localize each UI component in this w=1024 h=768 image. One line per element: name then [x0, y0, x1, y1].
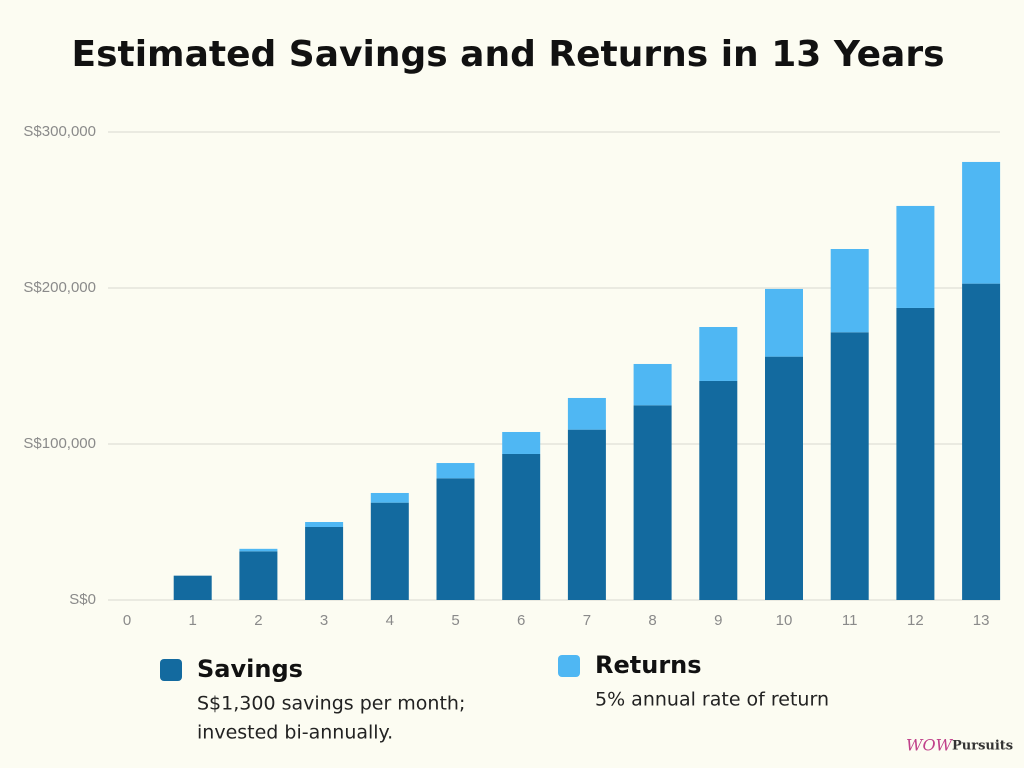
bar-segment	[765, 356, 803, 600]
y-tick-label: S$100,000	[23, 435, 96, 452]
legend-label: Savings	[197, 655, 303, 683]
bar-segment	[239, 551, 278, 600]
bar-segment	[370, 502, 409, 600]
y-tick-label: S$0	[69, 591, 96, 608]
bar-segment	[305, 522, 344, 527]
legend-swatch	[160, 659, 182, 681]
x-tick-label: 11	[842, 612, 858, 629]
bar-segment	[370, 492, 409, 503]
x-tick-label: 2	[254, 612, 262, 629]
brand-mark: WOW	[906, 736, 954, 755]
legend-label: Returns	[595, 651, 702, 679]
legend-description: S$1,300 savings per month;	[197, 693, 465, 715]
x-tick-label: 0	[123, 612, 131, 629]
x-tick-label: 1	[189, 612, 197, 629]
legend-description: invested bi-annually.	[197, 722, 393, 744]
bar-segment	[633, 405, 672, 600]
bar-segment	[830, 332, 869, 600]
legend-description: 5% annual rate of return	[595, 689, 829, 711]
x-tick-label: 8	[648, 612, 656, 629]
x-tick-label: 4	[386, 612, 394, 629]
y-tick-label: S$300,000	[23, 123, 96, 140]
bar-segment	[699, 380, 738, 600]
x-tick-label: 9	[714, 612, 722, 629]
bar-segment	[239, 548, 278, 552]
bar-segment	[765, 288, 803, 357]
x-tick-label: 12	[907, 612, 924, 629]
bar-segment	[896, 205, 935, 308]
bar-segment	[633, 363, 672, 406]
bar-segment	[436, 478, 475, 600]
x-tick-label: 10	[776, 612, 793, 629]
y-tick-label: S$200,000	[23, 279, 96, 296]
x-tick-label: 3	[320, 612, 328, 629]
x-tick-label: 13	[973, 612, 990, 629]
bar-segment	[699, 327, 738, 381]
bar-segment	[567, 429, 606, 600]
x-tick-label: 6	[517, 612, 525, 629]
bar-segment	[962, 161, 1001, 284]
bar-segment	[567, 397, 606, 430]
bar-segment	[962, 283, 1001, 600]
bar-segment	[305, 526, 344, 600]
bar-segment	[830, 249, 869, 333]
bar-segment	[896, 307, 935, 600]
x-tick-label: 5	[451, 612, 459, 629]
chart-title: Estimated Savings and Returns in 13 Year…	[71, 34, 944, 75]
bar-segment	[502, 453, 541, 600]
bar-segment	[173, 575, 212, 600]
legend-swatch	[558, 655, 580, 677]
brand-name: Pursuits	[952, 739, 1013, 754]
bar-segment	[502, 431, 541, 454]
x-tick-label: 7	[583, 612, 591, 629]
bar-segment	[436, 463, 475, 479]
